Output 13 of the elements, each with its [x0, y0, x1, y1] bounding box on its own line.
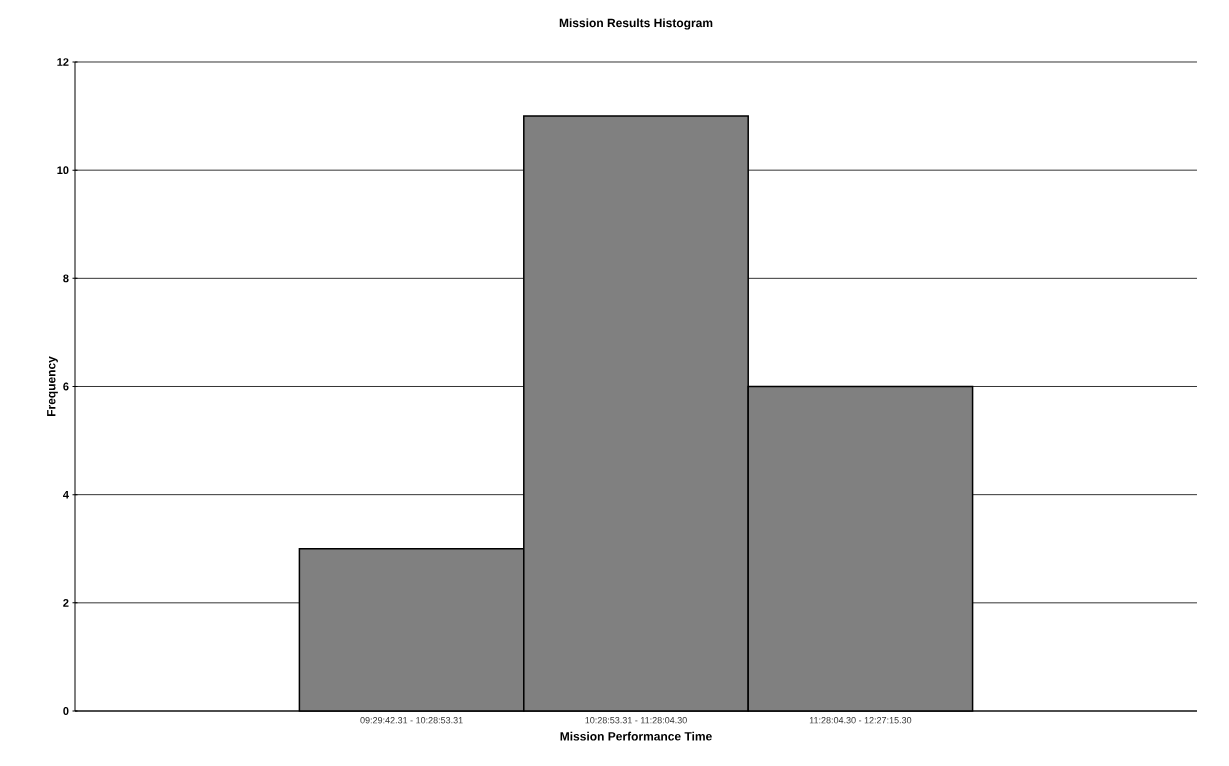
y-tick-label: 0	[63, 707, 69, 715]
chart-title: Mission Results Histogram	[559, 18, 713, 30]
x-tick-label: 11:28:04.30 - 12:27:15.30	[809, 717, 912, 724]
y-tick-label: 4	[63, 490, 69, 499]
y-tick-label: 2	[63, 599, 69, 607]
y-tick-label: 12	[57, 58, 69, 66]
x-axis-title: Mission Performance Time	[560, 731, 712, 741]
y-tick-label: 8	[63, 274, 69, 283]
y-axis-title: Frequency	[47, 356, 58, 417]
y-tick-label: 10	[57, 166, 69, 175]
x-tick-label: 09:29:42.31 - 10:28:53.31	[360, 717, 463, 724]
y-tick-label: 6	[63, 382, 69, 391]
x-tick-label: 10:28:53.31 - 11:28:04.30	[585, 717, 687, 724]
